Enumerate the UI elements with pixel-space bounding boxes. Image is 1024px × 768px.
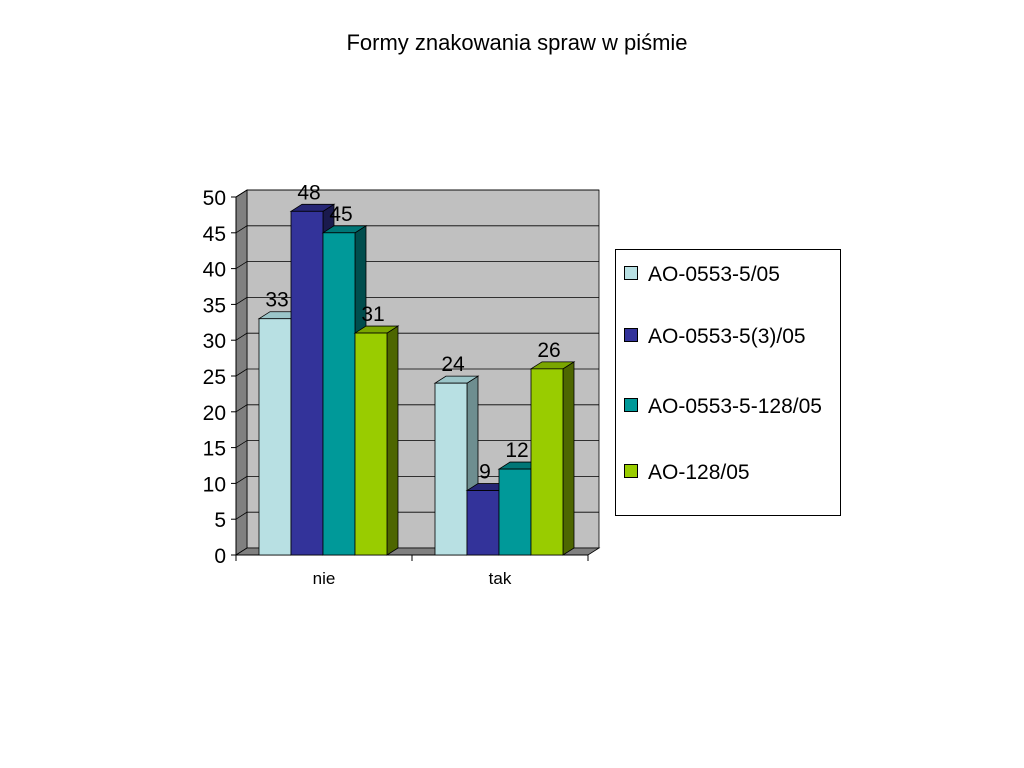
- legend-label-3: AO-0553-5-128/05: [648, 395, 822, 418]
- bar: [434, 382, 468, 556]
- y-tick-label: 35: [203, 294, 226, 317]
- x-tick-label: tak: [489, 569, 512, 588]
- chart-title: Formy znakowania spraw w piśmie: [346, 30, 688, 55]
- gridline: [235, 404, 599, 413]
- y-tick-label: 5: [214, 509, 226, 532]
- y-tick-label: 0: [214, 545, 226, 568]
- legend: AO-0553-5/05 AO-0553-5(3)/05 AO-0553-5-1…: [615, 249, 841, 516]
- gridline: [235, 332, 599, 341]
- y-tick-label: 30: [203, 330, 226, 353]
- legend-swatch-4: [624, 464, 638, 478]
- gridline: [235, 225, 599, 234]
- gridline: [235, 440, 599, 448]
- y-tick-label: 40: [203, 259, 226, 282]
- data-label: 33: [265, 289, 288, 312]
- data-label: 48: [297, 181, 320, 204]
- y-tick-label: 25: [203, 366, 226, 389]
- data-label: 31: [361, 303, 384, 326]
- y-tick-label: 45: [203, 223, 226, 246]
- y-tick-label: 15: [203, 438, 226, 461]
- y-tick-label: 50: [203, 187, 226, 210]
- legend-label-2: AO-0553-5(3)/05: [648, 325, 806, 348]
- bar-side: [562, 361, 575, 556]
- bar: [498, 468, 532, 556]
- data-label: 26: [537, 339, 560, 362]
- legend-swatch-1: [624, 266, 638, 280]
- bar: [466, 490, 500, 556]
- gridline: [235, 261, 599, 269]
- bar: [354, 332, 388, 556]
- gridline: [235, 189, 599, 198]
- y-tick-label: 20: [203, 402, 226, 425]
- bar: [258, 318, 292, 556]
- gridline: [235, 368, 599, 377]
- data-label: 24: [441, 353, 465, 376]
- legend-swatch-3: [624, 398, 638, 412]
- data-label: 12: [505, 439, 528, 462]
- gridline: [235, 475, 599, 484]
- legend-swatch-2: [624, 328, 638, 342]
- bar: [322, 232, 356, 556]
- x-tick-label: nie: [313, 569, 336, 588]
- bar-side: [386, 325, 399, 556]
- data-label: 9: [479, 461, 491, 484]
- bar: [290, 210, 324, 556]
- y-tick-label: 10: [203, 473, 226, 496]
- legend-label-4: AO-128/05: [648, 461, 750, 484]
- bar: [530, 368, 564, 556]
- data-label: 45: [329, 203, 352, 226]
- legend-label-1: AO-0553-5/05: [648, 263, 780, 286]
- gridline: [235, 296, 599, 305]
